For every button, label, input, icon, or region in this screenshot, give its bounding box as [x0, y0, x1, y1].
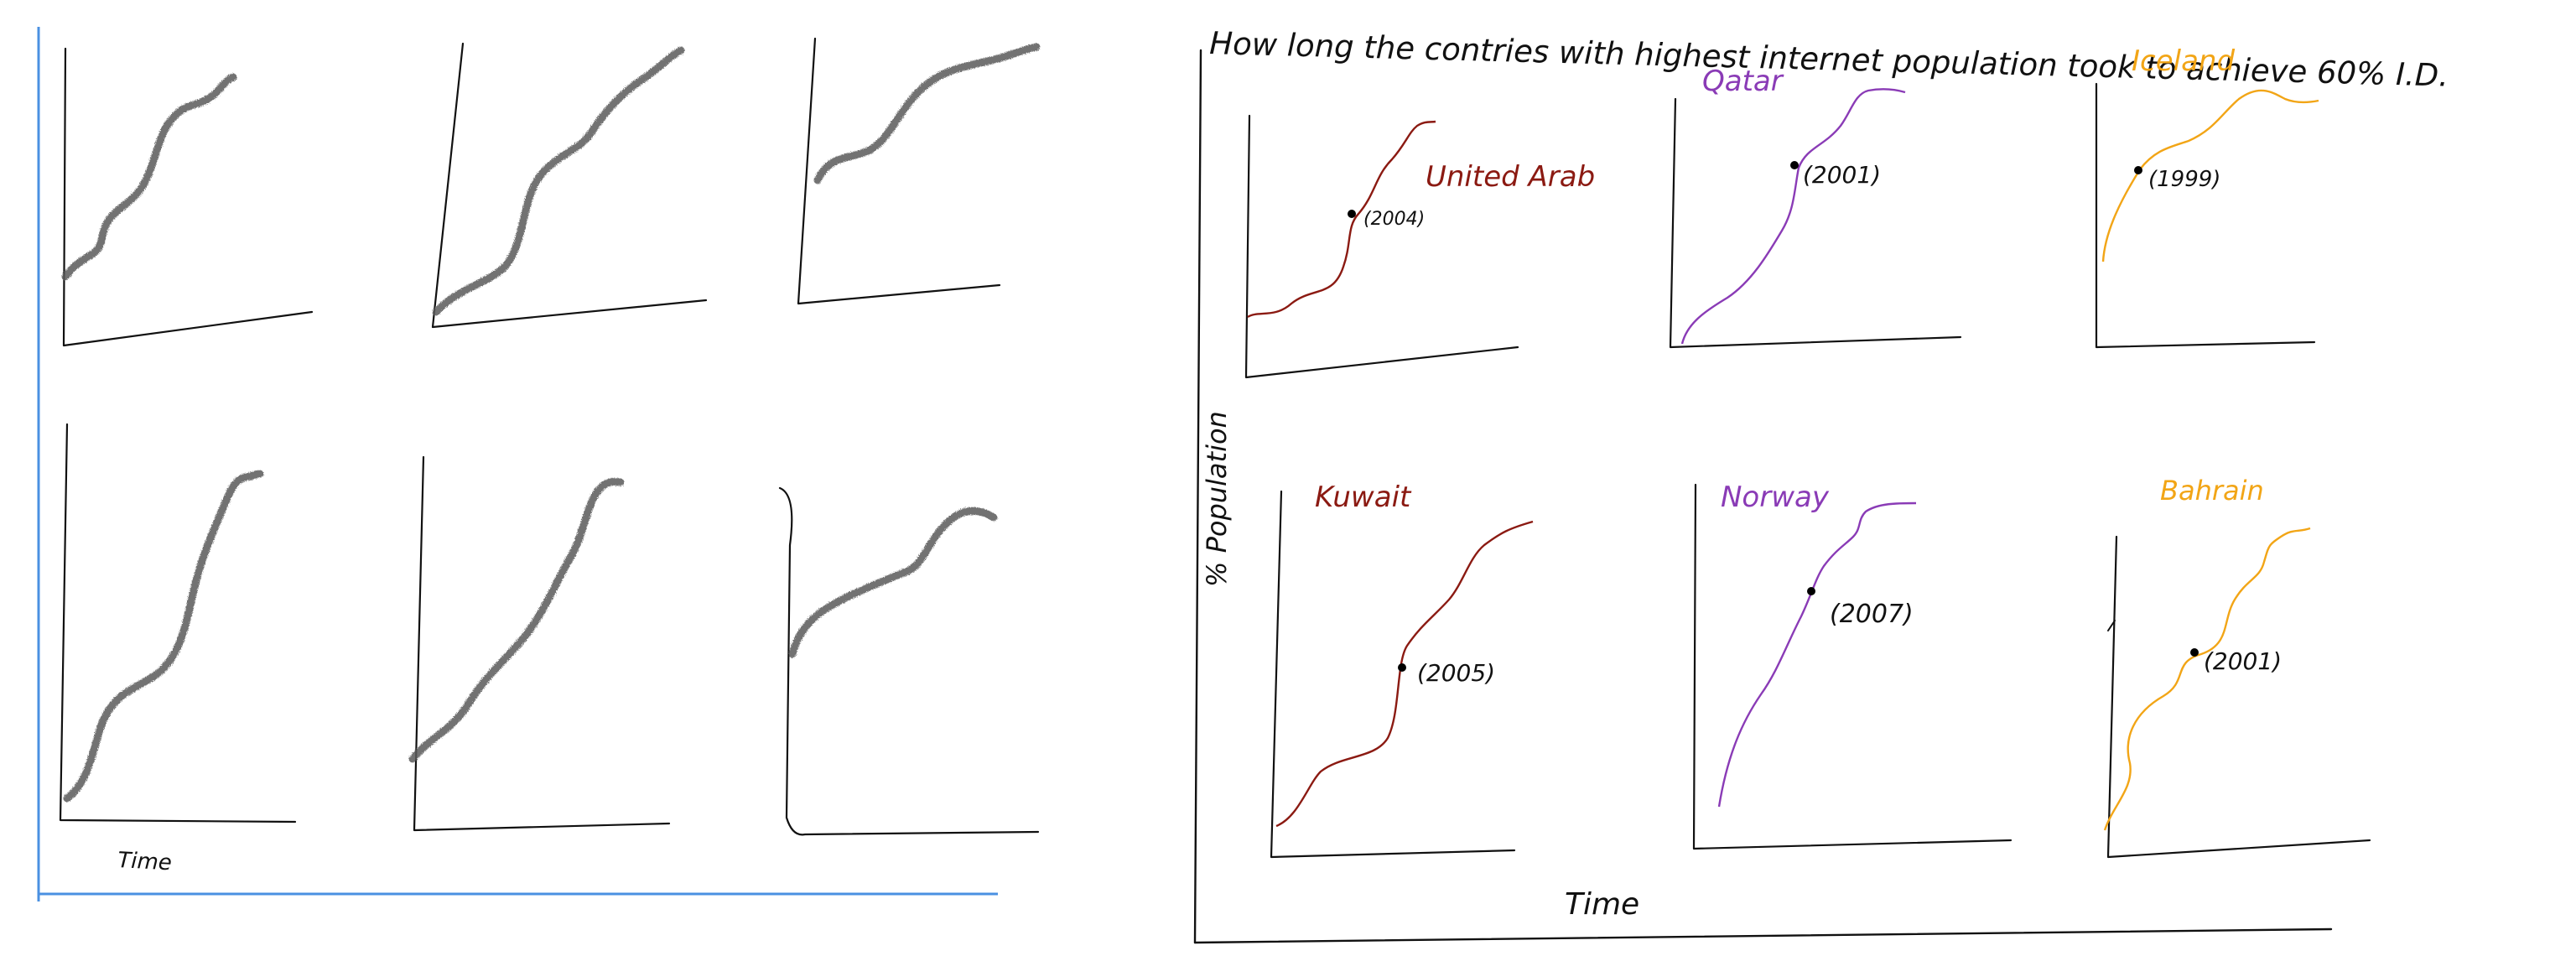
qatar-marker-dot	[1790, 161, 1799, 169]
kuwait-year: (2005)	[1417, 659, 1495, 687]
norway-curve	[1717, 501, 1917, 808]
sketch-4	[59, 423, 297, 824]
qatar-year: (2001)	[1803, 161, 1881, 189]
page-title: How long the contries with highest inter…	[1209, 25, 2449, 94]
iceland-year: (1999)	[2148, 167, 2220, 192]
sketch-4-curve	[63, 470, 264, 803]
iceland-axes	[2095, 82, 2316, 349]
iceland-marker-dot	[2134, 166, 2142, 174]
united-arab-year: (2004)	[1363, 209, 1425, 230]
chart-qatar: (2001) Qatar	[1669, 65, 1962, 349]
sketch-6-curve	[788, 507, 998, 658]
bahrain-year: (2001)	[2204, 647, 2282, 675]
bahrain-label: Bahrain	[2160, 475, 2264, 507]
chart-norway: (2007) Norway	[1692, 481, 2012, 850]
sketch-3-curve	[813, 43, 1041, 184]
left-time-label: Time	[117, 848, 173, 875]
chart-iceland: (1999) Iceland	[2095, 44, 2319, 349]
bahrain-curve	[2103, 527, 2311, 831]
united-arab-axes	[1244, 114, 1519, 379]
sketch-6	[778, 486, 1040, 836]
kuwait-curve	[1275, 520, 1534, 828]
bahrain-axes	[2106, 535, 2371, 859]
sketch-3	[797, 37, 1041, 305]
united-arab-marker-dot	[1348, 210, 1356, 218]
norway-axes	[1692, 483, 2012, 850]
iceland-curve	[2101, 89, 2319, 262]
outer-y-axis	[1193, 49, 1202, 944]
qatar-label: Qatar	[1702, 65, 1784, 98]
united-arab-curve	[1247, 120, 1436, 319]
chart-bahrain: (2001) Bahrain	[2103, 475, 2371, 859]
united-arab-label: United Arab	[1426, 160, 1595, 194]
kuwait-label: Kuwait	[1315, 481, 1412, 514]
sketch-5	[408, 455, 671, 832]
sketch-1	[61, 47, 314, 347]
kuwait-axes	[1270, 490, 1516, 859]
chart-kuwait: (2005) Kuwait	[1270, 481, 1534, 859]
bahrain-axis-tick	[2107, 620, 2116, 631]
sketch-5-curve	[408, 477, 625, 763]
outer-y-label: % Population	[1201, 411, 1233, 587]
norway-year: (2007)	[1830, 600, 1914, 629]
iceland-label: Iceland	[2132, 44, 2235, 78]
outer-x-label: Time	[1565, 887, 1639, 922]
bahrain-marker-dot	[2190, 648, 2199, 657]
left-sketch-panel: Time	[37, 27, 1041, 901]
norway-marker-dot	[1807, 587, 1815, 595]
sketch-2-curve	[432, 46, 685, 316]
sketch-1-curve	[61, 73, 237, 281]
sketch-2	[431, 42, 708, 329]
outer-x-axis	[1193, 927, 2333, 944]
norway-label: Norway	[1721, 481, 1830, 514]
kuwait-marker-dot	[1398, 663, 1406, 672]
qatar-axes	[1669, 97, 1962, 349]
qatar-curve	[1680, 88, 1906, 345]
right-chart-panel: How long the contries with highest inter…	[1193, 25, 2449, 944]
chart-united-arab: (2004) United Arab	[1244, 114, 1595, 379]
